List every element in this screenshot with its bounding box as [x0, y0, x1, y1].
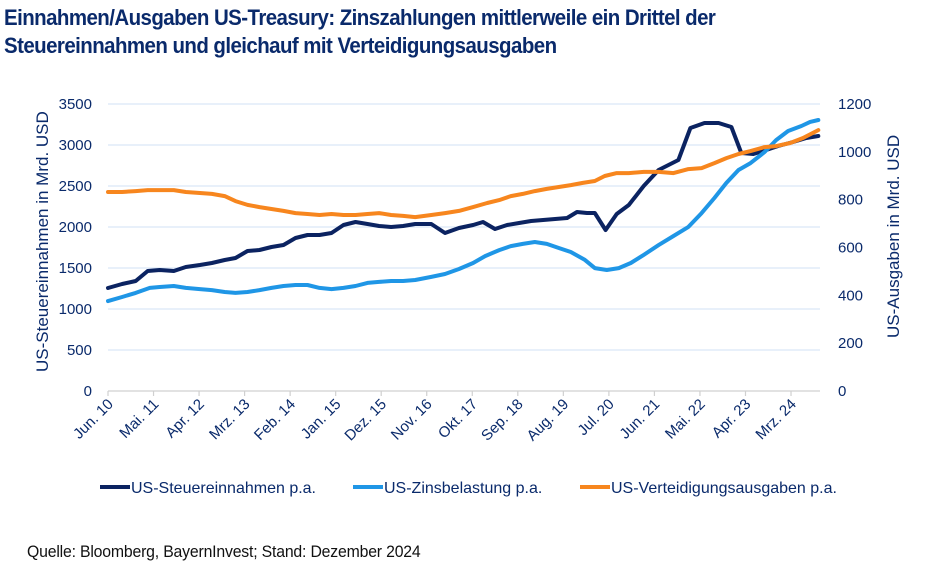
legend-item-zinsbelastung: US-Zinsbelastung p.a. [353, 480, 542, 497]
x-tick-label: Jan. 15 [298, 396, 345, 443]
x-tick-label: Sep. 18 [478, 396, 527, 445]
left-tick-label: 3000 [59, 137, 92, 154]
right-tick-label: 0 [838, 383, 846, 400]
right-tick-label: 1000 [838, 144, 871, 161]
x-tick-label: Mrz. 24 [752, 396, 799, 443]
legend-label: US-Steuereinnahmen p.a. [131, 480, 316, 497]
left-tick-label: 0 [84, 383, 92, 400]
left-tick-label: 3500 [59, 96, 92, 113]
x-tick-label: Nov. 16 [388, 396, 436, 444]
x-tick-label: Okt. 17 [435, 396, 481, 442]
source-note: Quelle: Bloomberg, BayernInvest; Stand: … [27, 542, 421, 561]
line-verteidigungsausgaben [106, 128, 821, 220]
legend-item-verteidigungsausgaben: US-Verteidigungsausgaben p.a. [580, 480, 837, 497]
x-tick-label: Aug. 19 [524, 396, 573, 445]
right-tick-label: 800 [838, 192, 863, 209]
right-tick-label: 400 [838, 287, 863, 304]
legend-label: US-Zinsbelastung p.a. [384, 480, 542, 497]
x-tick-label: Jun. 21 [616, 396, 663, 443]
line-zinsbelastung [106, 118, 821, 304]
x-tick-label: Mai. 11 [116, 396, 162, 442]
series-lines [106, 118, 821, 304]
x-tick-label: Apr. 23 [709, 396, 755, 442]
left-tick-label: 1500 [59, 260, 92, 277]
right-axis-title: US-Ausgaben in Mrd. USD [884, 135, 903, 338]
x-tick-label: Jun. 10 [70, 396, 117, 443]
right-tick-label: 600 [838, 240, 863, 257]
left-tick-label: 2500 [59, 178, 92, 195]
legend-item-steuereinnahmen: US-Steuereinnahmen p.a. [100, 480, 316, 497]
legend-label: US-Verteidigungsausgaben p.a. [611, 480, 837, 497]
right-tick-label: 1200 [838, 96, 871, 113]
legend: US-Steuereinnahmen p.a. US-Zinsbelastung … [100, 480, 837, 497]
x-tick-label: Mrz. 13 [206, 396, 253, 443]
x-tick-label: Feb. 14 [251, 396, 299, 444]
line-steuereinnahmen [106, 121, 821, 290]
left-axis-tick-labels: 0 500 1000 1500 2000 2500 3000 3500 [59, 96, 92, 400]
right-axis-tick-labels: 0 200 400 600 800 1000 1200 [838, 96, 871, 400]
x-tick-label: Dez. 15 [341, 396, 390, 445]
chart-title: Einnahmen/Ausgaben US-Treasury: Zinszahl… [4, 5, 716, 58]
x-tick-label: Mai. 22 [662, 396, 709, 443]
right-tick-label: 200 [838, 335, 863, 352]
x-tick-label: Jul. 20 [574, 396, 617, 439]
left-tick-label: 500 [67, 342, 92, 359]
left-tick-label: 2000 [59, 219, 92, 236]
x-tick-label: Apr. 12 [162, 396, 208, 442]
left-tick-label: 1000 [59, 301, 92, 318]
left-axis-title: US-Steuereinnahmen in Mrd. USD [33, 111, 52, 372]
